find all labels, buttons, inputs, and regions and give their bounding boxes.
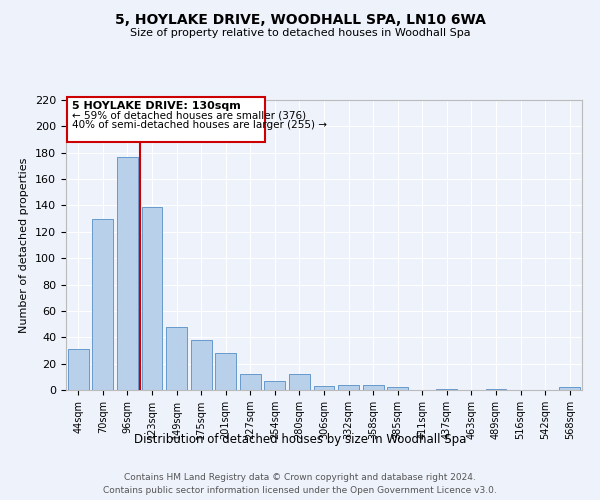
Bar (289, 374, 310, 390)
Bar (68, 349, 89, 390)
Bar (166, 326, 187, 390)
Bar (142, 207, 163, 390)
Bar (92, 218, 113, 390)
Text: Size of property relative to detached houses in Woodhall Spa: Size of property relative to detached ho… (130, 28, 470, 38)
Bar (559, 388, 580, 390)
Text: 40% of semi-detached houses are larger (255) →: 40% of semi-detached houses are larger (… (72, 120, 327, 130)
Text: ← 59% of detached houses are smaller (376): ← 59% of detached houses are smaller (37… (72, 110, 306, 120)
Bar (265, 381, 286, 390)
Text: Contains HM Land Registry data © Crown copyright and database right 2024.: Contains HM Land Registry data © Crown c… (124, 472, 476, 482)
Bar (240, 374, 261, 390)
Bar (117, 156, 138, 390)
Text: 5, HOYLAKE DRIVE, WOODHALL SPA, LN10 6WA: 5, HOYLAKE DRIVE, WOODHALL SPA, LN10 6WA (115, 12, 485, 26)
Bar (436, 388, 457, 390)
Bar (485, 388, 506, 390)
Y-axis label: Number of detached properties: Number of detached properties (19, 158, 29, 332)
Text: 5 HOYLAKE DRIVE: 130sqm: 5 HOYLAKE DRIVE: 130sqm (72, 100, 241, 110)
Bar (387, 388, 408, 390)
Text: Distribution of detached houses by size in Woodhall Spa: Distribution of detached houses by size … (134, 432, 466, 446)
Bar (362, 384, 383, 390)
Bar (338, 384, 359, 390)
Bar (67, 98, 265, 142)
Text: Contains public sector information licensed under the Open Government Licence v3: Contains public sector information licen… (103, 486, 497, 495)
Bar (191, 340, 212, 390)
Bar (314, 386, 334, 390)
Bar (215, 353, 236, 390)
